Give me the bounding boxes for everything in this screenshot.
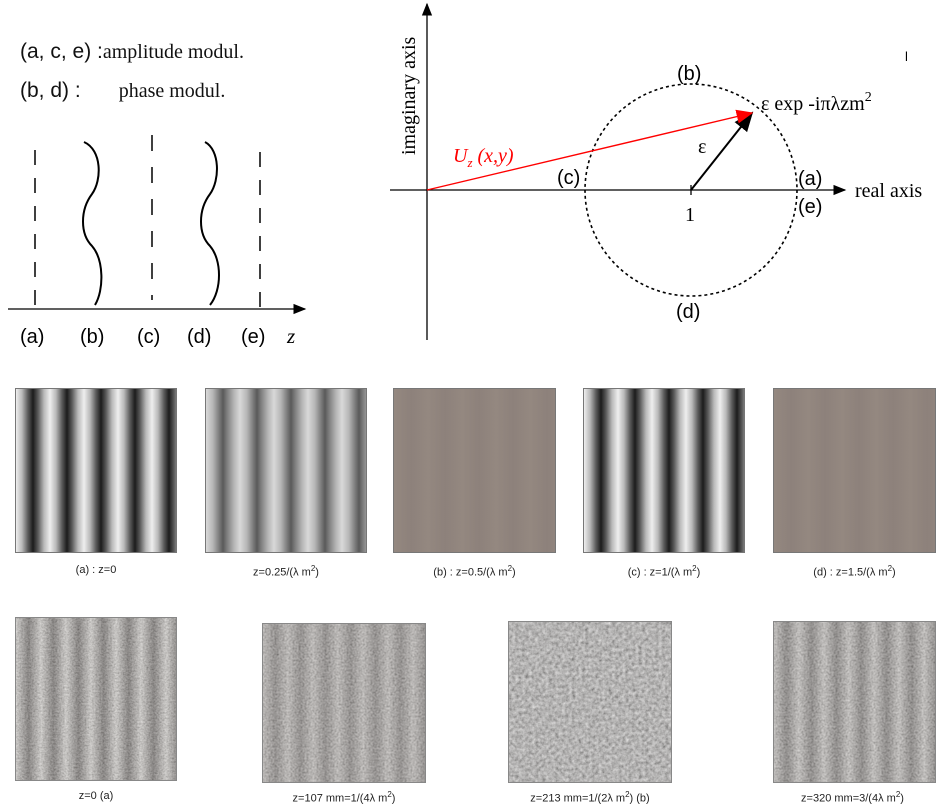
experimental-caption-a: z=0 (a) [78,790,114,802]
position-label-a: (a) [798,168,822,190]
position-label-d: (d) [676,301,700,323]
plane-d-wavy [200,141,220,306]
experimental-pattern-c [773,621,936,783]
position-label-c: (c) [557,167,580,189]
experimental-caption-b: z=213 mm=1/(2λ m2) (b) [530,790,650,805]
simulated-caption-c: (c) : z=1/(λ m2) [627,564,701,579]
z-axis-label: z [286,324,295,348]
position-label-e: (e) [798,196,822,218]
simulated-pattern-d [773,388,936,553]
experimental-pattern-a [15,617,177,781]
phasor-diagram: imaginary axis real axis Uz (x,y) ε ε ex… [390,2,922,340]
simulated-caption-a: (a) : z=0 [75,564,117,576]
real-axis-label: real axis [855,180,922,202]
simulated-pattern-c [583,388,745,553]
epsilon-label: ε [698,136,706,158]
plane-label-e: (e) [241,326,265,348]
plane-schematic: (a) (b) (c) (d) (e) z [8,135,307,348]
plane-label-a: (a) [20,326,44,348]
unit-label: 1 [685,204,695,226]
simulated-caption-b: (b) : z=0.5/(λ m2) [433,564,516,579]
simulated-caption-d: (d) : z=1.5/(λ m2) [813,564,896,579]
plane-label-c: (c) [137,326,160,348]
position-label-b: (b) [677,63,701,85]
legend-amplitude-planes: (a, c, e) : [20,40,103,63]
tick-mark-label: l [905,49,908,64]
imaginary-axis-label: imaginary axis [398,36,420,155]
experimental-caption-c: z=320 mm=3/(4λ m2) [801,790,904,805]
simulated-pattern-a [15,388,177,553]
plane-label-b: (b) [80,326,104,348]
plane-label-d: (d) [187,326,211,348]
simulated-pattern-b [393,388,556,553]
simulated-pattern-quarter [205,388,367,553]
modulation-circle [584,83,798,297]
field-vector [426,109,754,191]
simulated-caption-quarter: z=0.25/(λ m2) [253,564,319,579]
field-vector-label: Uz (x,y) [453,145,514,170]
exp-label: ε exp -iπλzm2 [761,90,872,115]
legend-phase-text: phase modul. [118,80,226,102]
legend-amplitude-text: amplitude modul. [102,41,244,63]
plane-b-wavy [82,141,103,306]
experimental-pattern-b [508,621,672,783]
epsilon-vector [690,111,754,191]
legend-amplitude: (a, c, e) :amplitude modul. [20,40,244,64]
experimental-caption-quarter: z=107 mm=1/(4λ m2) [292,790,396,805]
experimental-pattern-quarter [262,623,426,783]
legend-phase: (b, d) : phase modul. [20,79,225,103]
legend-phase-planes: (b, d) : [20,79,81,102]
